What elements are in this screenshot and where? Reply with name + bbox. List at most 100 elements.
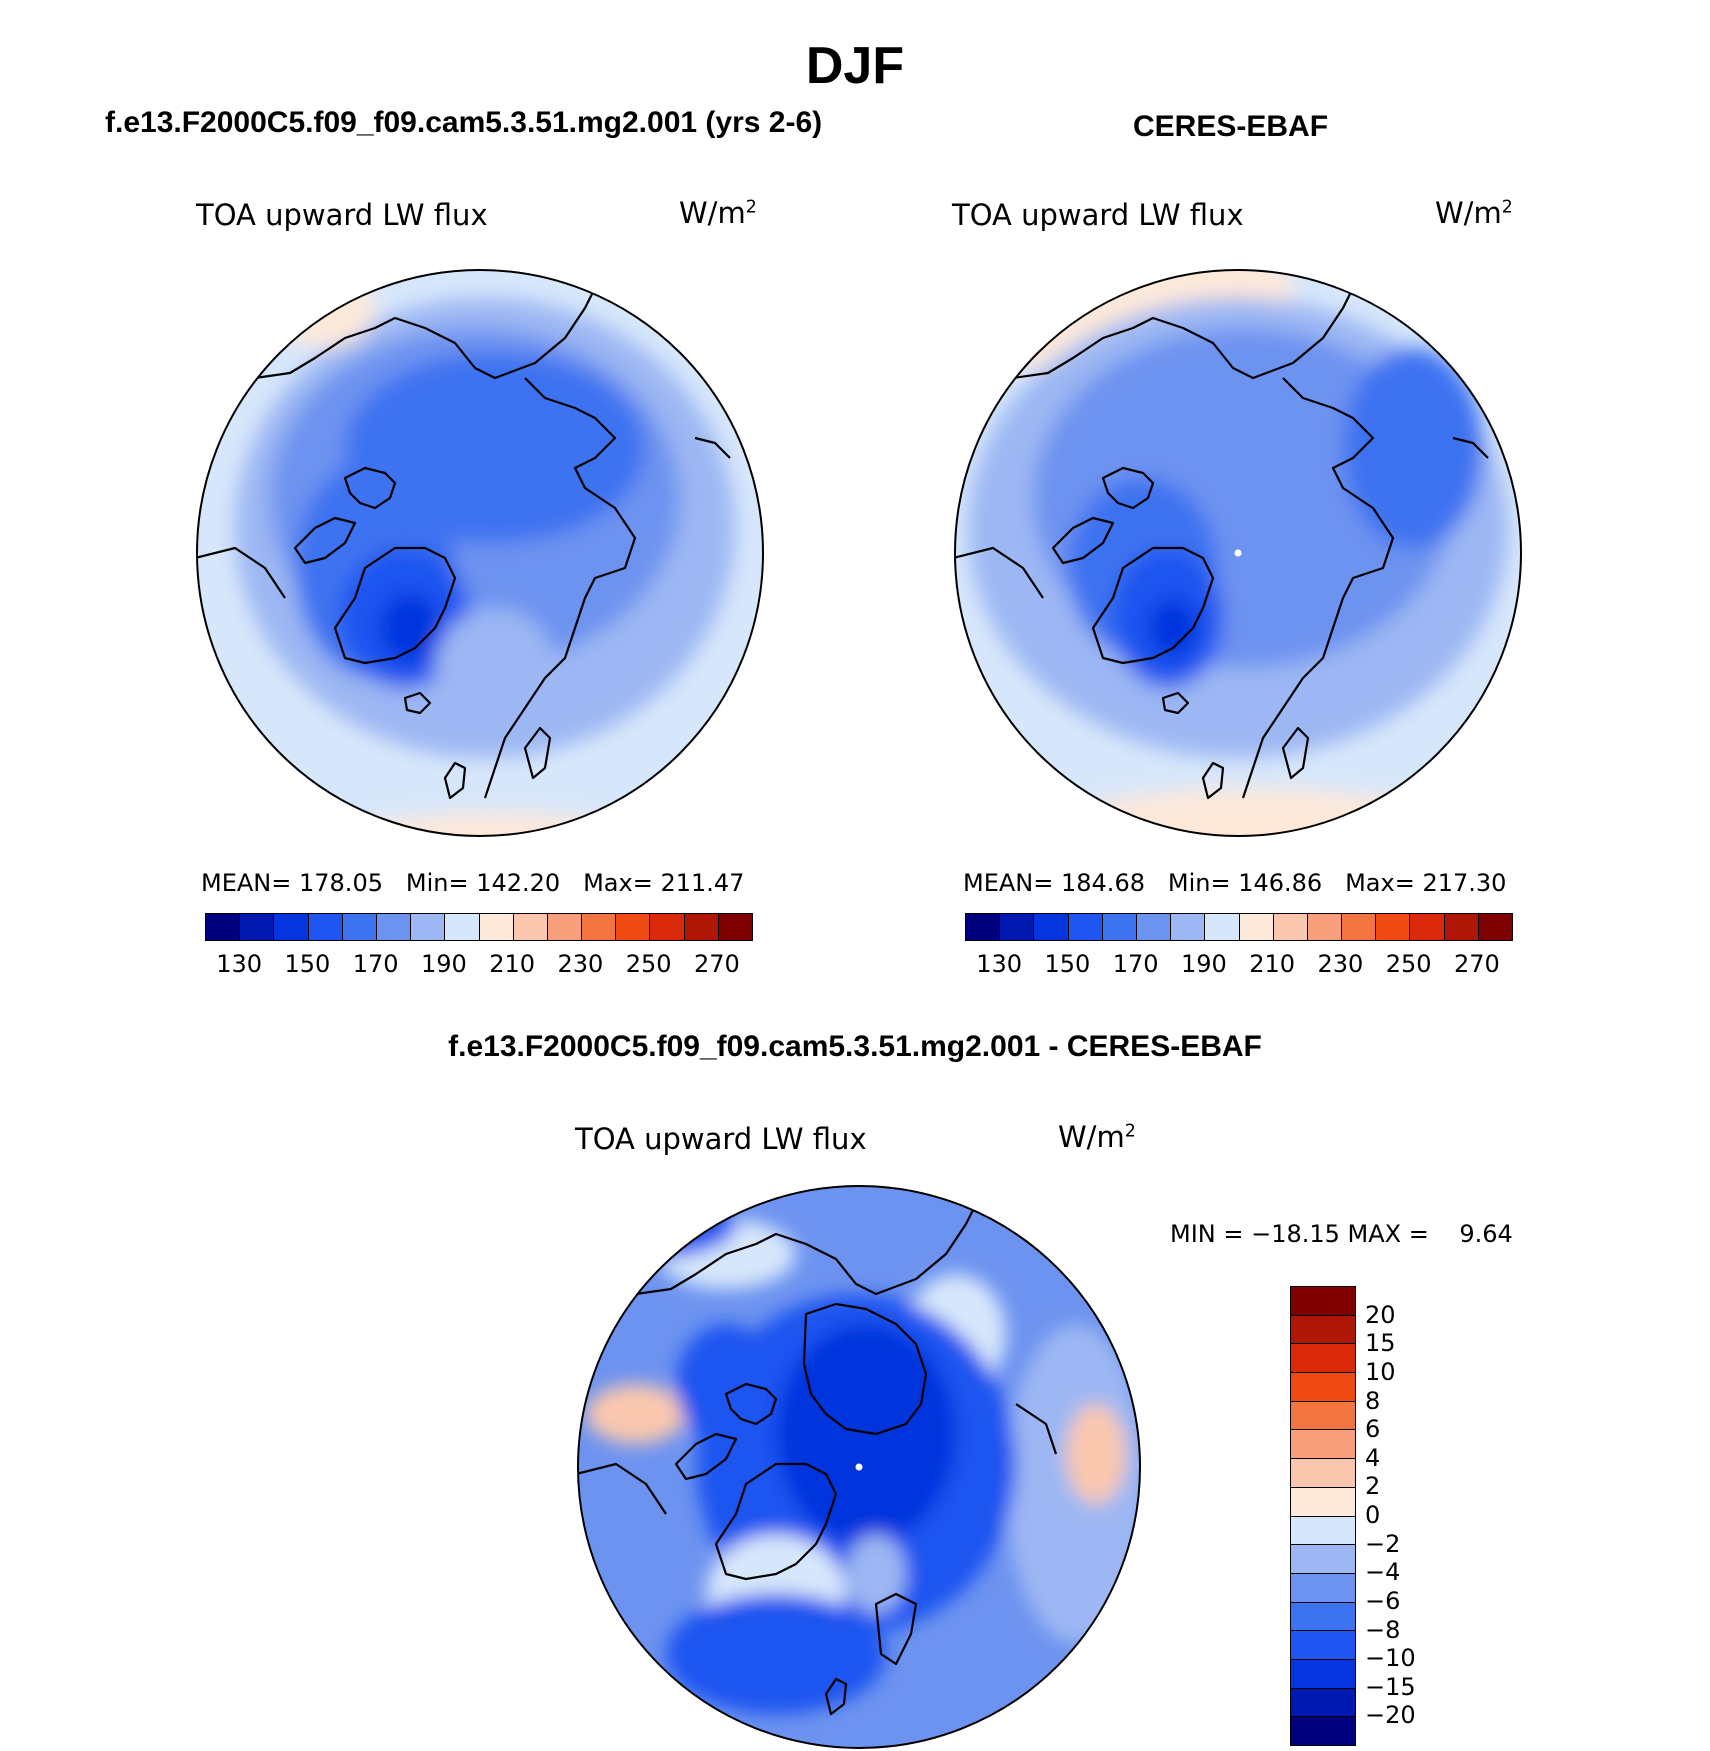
colorbar-segment: [445, 914, 480, 940]
colorbar-tick-label: 15: [1365, 1329, 1396, 1358]
colorbar-segment: [479, 914, 514, 940]
colorbar-segment: [1291, 1373, 1355, 1402]
panel-1-variable: TOA upward LW flux: [196, 198, 488, 232]
colorbar-tick-label: 6: [1365, 1415, 1381, 1444]
figure-title: DJF: [805, 37, 905, 95]
colorbar-tick-label: 0: [1365, 1501, 1381, 1529]
colorbar-tick-label: 4: [1365, 1443, 1381, 1472]
colorbar-tick-label: −10: [1365, 1644, 1416, 1673]
panel-2-title: CERES-EBAF: [1133, 110, 1329, 143]
colorbar-segment: [342, 914, 377, 940]
colorbar-segment: [376, 914, 412, 940]
colorbar-tick-label: 190: [1180, 950, 1227, 978]
colorbar-segment: [206, 914, 241, 940]
colorbar-segment: [1291, 1459, 1355, 1488]
panel-1-units: W/m2: [679, 196, 757, 230]
panel-3-minmax: MIN = −18.15 MAX = 9.64: [1170, 1220, 1513, 1248]
panel-3-colorbar-ticks: 20 15 10 8 6 4 2 0 −2 −4 −6 −8 −10 −15 −20: [1365, 1286, 1445, 1744]
colorbar-tick-label: −15: [1365, 1672, 1416, 1701]
colorbar-segment: [1000, 914, 1035, 940]
colorbar-segment: [1444, 914, 1479, 940]
colorbar-segment: [1291, 1487, 1355, 1517]
colorbar-tick-label: 170: [1112, 950, 1159, 978]
colorbar-tick-label: 20: [1365, 1300, 1396, 1329]
panel-3-title: f.e13.F2000C5.f09_f09.cam5.3.51.mg2.001 …: [448, 1030, 1262, 1063]
panel-1-stats: MEAN= 178.05 Min= 142.20 Max= 211.47: [201, 869, 745, 897]
colorbar-tick-label: 270: [693, 950, 740, 978]
colorbar-tick-label: 270: [1453, 950, 1500, 978]
panel-2-units: W/m2: [1435, 196, 1513, 230]
colorbar-segment: [1239, 914, 1274, 940]
panel-1-colorbar-ticks: 130 150 170 190 210 230 250 270: [205, 950, 751, 980]
colorbar-tick-label: 210: [489, 950, 536, 978]
panel-2-stats: MEAN= 184.68 Min= 146.86 Max= 217.30: [963, 869, 1507, 897]
colorbar-segment: [1291, 1659, 1355, 1689]
panel-1-title: f.e13.F2000C5.f09_f09.cam5.3.51.mg2.001 …: [105, 106, 823, 139]
colorbar-tick-label: −6: [1365, 1586, 1401, 1615]
colorbar-segment: [274, 914, 309, 940]
colorbar-segment: [582, 914, 617, 940]
colorbar-tick-label: 8: [1365, 1386, 1381, 1415]
panel-1-map: [196, 269, 764, 837]
colorbar-segment: [684, 914, 719, 940]
colorbar-segment: [966, 914, 1001, 940]
colorbar-tick-label: 190: [420, 950, 467, 978]
colorbar-tick-label: −20: [1365, 1701, 1416, 1730]
colorbar-segment: [1034, 914, 1069, 940]
colorbar-segment: [1410, 914, 1445, 940]
colorbar-segment: [1291, 1516, 1355, 1546]
colorbar-segment: [1291, 1315, 1355, 1345]
colorbar-segment: [1136, 914, 1172, 940]
colorbar-segment: [547, 914, 583, 940]
panel-3-variable: TOA upward LW flux: [575, 1122, 867, 1156]
colorbar-segment: [1273, 914, 1308, 940]
colorbar-segment: [616, 914, 651, 940]
colorbar-segment: [1478, 914, 1512, 940]
colorbar-segment: [1291, 1717, 1355, 1745]
colorbar-segment: [1307, 914, 1343, 940]
colorbar-segment: [1376, 914, 1411, 940]
panel-3-map: [577, 1185, 1141, 1749]
colorbar-segment: [1291, 1688, 1355, 1718]
panel-2-map: [954, 269, 1522, 837]
colorbar-tick-label: 150: [1044, 950, 1091, 978]
colorbar-segment: [308, 914, 343, 940]
colorbar-tick-label: 230: [1317, 950, 1364, 978]
panel-3-colorbar: [1290, 1286, 1356, 1746]
colorbar-segment: [1291, 1287, 1355, 1316]
panel-2-colorbar: [965, 913, 1513, 941]
panel-2-colorbar-ticks: 130 150 170 190 210 230 250 270: [965, 950, 1511, 980]
colorbar-segment: [1205, 914, 1240, 940]
colorbar-segment: [411, 914, 446, 940]
colorbar-segment: [650, 914, 685, 940]
colorbar-tick-label: 250: [1385, 950, 1432, 978]
colorbar-tick-label: 130: [216, 950, 263, 978]
colorbar-segment: [1291, 1344, 1355, 1374]
colorbar-segment: [1291, 1430, 1355, 1460]
colorbar-tick-label: −2: [1365, 1529, 1401, 1558]
colorbar-tick-label: 150: [284, 950, 331, 978]
colorbar-tick-label: −8: [1365, 1615, 1401, 1644]
colorbar-segment: [1291, 1401, 1355, 1431]
colorbar-segment: [1291, 1602, 1355, 1632]
colorbar-segment: [1102, 914, 1137, 940]
colorbar-tick-label: 2: [1365, 1472, 1381, 1501]
colorbar-segment: [1342, 914, 1377, 940]
colorbar-tick-label: 230: [557, 950, 604, 978]
colorbar-segment: [1171, 914, 1206, 940]
colorbar-tick-label: 130: [976, 950, 1023, 978]
panel-3-units: W/m2: [1058, 1120, 1136, 1154]
colorbar-tick-label: −4: [1365, 1558, 1401, 1587]
colorbar-segment: [1291, 1631, 1355, 1660]
colorbar-tick-label: 210: [1249, 950, 1296, 978]
colorbar-tick-label: 250: [625, 950, 672, 978]
colorbar-segment: [718, 914, 752, 940]
colorbar-segment: [240, 914, 275, 940]
colorbar-segment: [513, 914, 548, 940]
colorbar-segment: [1068, 914, 1103, 940]
colorbar-segment: [1291, 1573, 1355, 1603]
panel-2-variable: TOA upward LW flux: [952, 198, 1244, 232]
colorbar-tick-label: 10: [1365, 1357, 1396, 1386]
colorbar-tick-label: 170: [352, 950, 399, 978]
colorbar-segment: [1291, 1545, 1355, 1574]
